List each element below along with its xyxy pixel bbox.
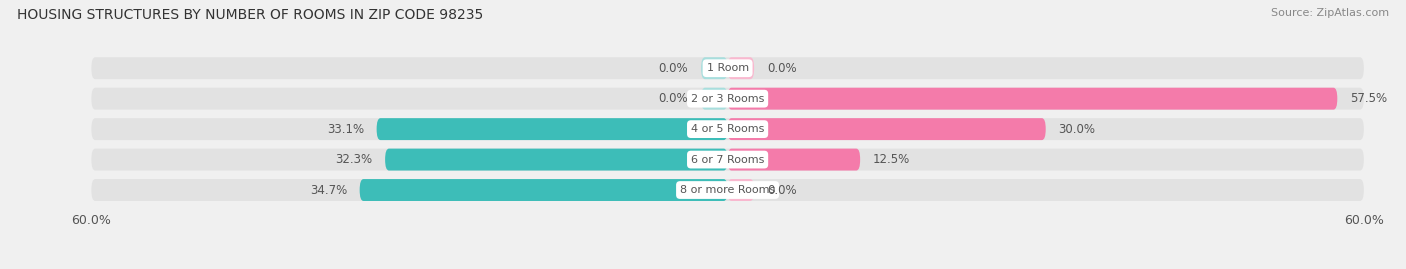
FancyBboxPatch shape xyxy=(91,88,1364,110)
Text: 32.3%: 32.3% xyxy=(335,153,373,166)
FancyBboxPatch shape xyxy=(728,118,1046,140)
Text: 33.1%: 33.1% xyxy=(326,123,364,136)
FancyBboxPatch shape xyxy=(728,148,860,171)
FancyBboxPatch shape xyxy=(91,148,1364,171)
Text: 0.0%: 0.0% xyxy=(766,183,796,197)
Text: 0.0%: 0.0% xyxy=(766,62,796,75)
FancyBboxPatch shape xyxy=(702,88,728,110)
Text: 30.0%: 30.0% xyxy=(1059,123,1095,136)
FancyBboxPatch shape xyxy=(377,118,728,140)
FancyBboxPatch shape xyxy=(728,179,754,201)
FancyBboxPatch shape xyxy=(91,118,1364,140)
Text: 8 or more Rooms: 8 or more Rooms xyxy=(681,185,775,195)
Text: 6 or 7 Rooms: 6 or 7 Rooms xyxy=(690,155,765,165)
FancyBboxPatch shape xyxy=(728,88,1337,110)
FancyBboxPatch shape xyxy=(702,57,728,79)
FancyBboxPatch shape xyxy=(360,179,728,201)
Text: HOUSING STRUCTURES BY NUMBER OF ROOMS IN ZIP CODE 98235: HOUSING STRUCTURES BY NUMBER OF ROOMS IN… xyxy=(17,8,484,22)
Text: 0.0%: 0.0% xyxy=(659,92,689,105)
FancyBboxPatch shape xyxy=(91,179,1364,201)
FancyBboxPatch shape xyxy=(728,57,754,79)
Text: 4 or 5 Rooms: 4 or 5 Rooms xyxy=(690,124,765,134)
Text: 34.7%: 34.7% xyxy=(309,183,347,197)
FancyBboxPatch shape xyxy=(385,148,728,171)
Text: 0.0%: 0.0% xyxy=(659,62,689,75)
Text: 2 or 3 Rooms: 2 or 3 Rooms xyxy=(690,94,765,104)
FancyBboxPatch shape xyxy=(91,57,1364,79)
Text: 12.5%: 12.5% xyxy=(873,153,910,166)
Text: Source: ZipAtlas.com: Source: ZipAtlas.com xyxy=(1271,8,1389,18)
Text: 1 Room: 1 Room xyxy=(707,63,748,73)
Text: 57.5%: 57.5% xyxy=(1350,92,1388,105)
